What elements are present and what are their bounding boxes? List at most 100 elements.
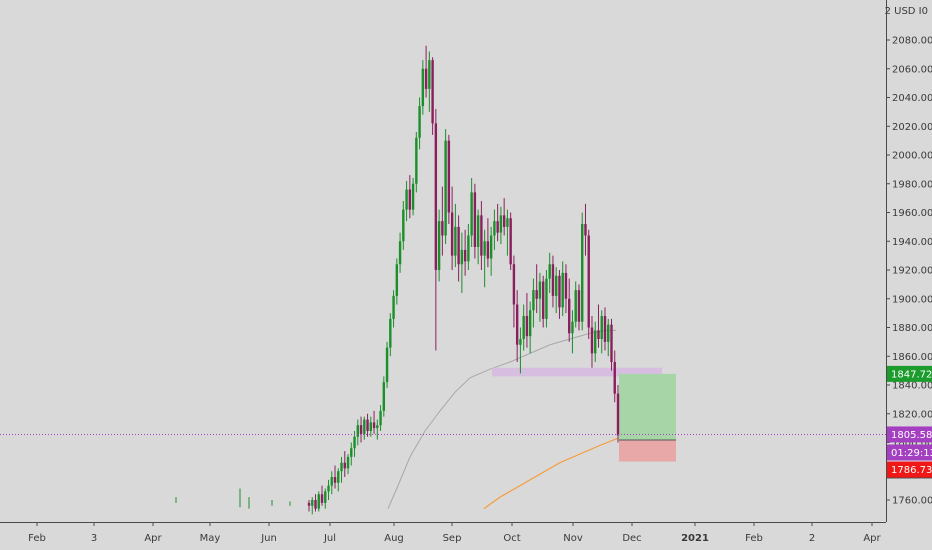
stop-loss-tag-bg	[887, 461, 932, 478]
y-tick-label: 2000.000	[892, 151, 932, 162]
y-tick-label: 2060.000	[892, 64, 932, 75]
candle-body	[460, 249, 464, 265]
x-tick-label: Nov	[563, 533, 583, 544]
candle-body	[512, 264, 516, 305]
candle-body	[502, 215, 506, 227]
candle-body	[555, 275, 558, 296]
candle	[340, 456, 343, 483]
candle-body	[424, 68, 428, 89]
candle-body	[548, 264, 551, 279]
candle	[538, 272, 542, 322]
candle	[317, 491, 320, 512]
support-zone	[492, 367, 662, 377]
candle-body	[411, 183, 415, 210]
candle	[444, 129, 447, 245]
y-tick-label: 1800.000	[892, 438, 932, 449]
price-axis[interactable]: 1760.0001780.0001800.0001820.0001840.000…	[886, 36, 932, 507]
candle-body	[450, 212, 454, 256]
candle-body	[428, 60, 431, 89]
candle-body	[535, 290, 538, 299]
profit-zone[interactable]	[619, 373, 676, 441]
candle	[610, 318, 613, 371]
candle-body	[607, 324, 610, 342]
x-tick-label: 2021	[681, 533, 709, 544]
candle	[470, 178, 473, 247]
candle	[568, 278, 571, 342]
candle	[441, 186, 444, 256]
candle-body	[333, 477, 337, 483]
stop-loss-tag-label: 1786.737	[891, 465, 932, 476]
candle-body	[405, 189, 408, 210]
candlesticks	[175, 45, 620, 515]
candle-body	[509, 218, 512, 265]
candle-body	[372, 422, 376, 429]
y-tick-label: 1860.000	[892, 352, 932, 363]
time-axis[interactable]: Feb 3 Apr May Jun Jul Aug Sep Oct Nov Dec 2021 Feb 2 A…	[28, 522, 882, 544]
candle-body	[463, 249, 467, 262]
candle	[590, 316, 594, 368]
x-tick-label: Sep	[443, 533, 462, 544]
candle-body	[415, 137, 418, 184]
candle	[616, 385, 620, 443]
candle-body	[434, 123, 438, 270]
candle	[356, 419, 359, 446]
candle-body	[340, 462, 343, 472]
candle-body	[499, 215, 503, 233]
countdown-tag-bg	[887, 444, 932, 461]
x-tick-label: 2	[809, 533, 815, 544]
candle	[584, 203, 587, 256]
candle	[603, 307, 607, 351]
candle-body	[568, 298, 571, 334]
candle-body	[385, 347, 389, 383]
stop-loss-tag: 1786.737	[887, 461, 932, 478]
candle	[535, 264, 538, 314]
candle	[532, 278, 535, 328]
slow-moving-average	[387, 329, 616, 509]
candle	[311, 497, 314, 515]
candle	[545, 270, 548, 328]
candle	[431, 57, 434, 135]
candle-body	[467, 235, 470, 262]
candle-body	[392, 295, 395, 319]
candle	[457, 215, 460, 282]
long-position-tool[interactable]	[619, 373, 676, 462]
candle	[369, 416, 372, 437]
candle	[476, 209, 480, 265]
candle-body	[337, 471, 340, 483]
candle-body	[389, 318, 392, 348]
candle	[463, 229, 467, 276]
candle-body	[564, 272, 568, 299]
loss-zone[interactable]	[619, 440, 676, 462]
candle	[333, 465, 337, 489]
candle	[359, 416, 363, 443]
candle	[389, 313, 392, 357]
candle-body	[528, 310, 532, 337]
take-profit-tag: 1847.726	[887, 365, 932, 382]
candle-body	[545, 278, 548, 319]
plot-background	[0, 0, 886, 522]
candle-body	[577, 290, 581, 322]
candle	[382, 376, 386, 417]
candle-body	[359, 425, 363, 434]
axis-corner-label[interactable]: 2 USD I0	[885, 6, 928, 17]
candle-body	[454, 226, 457, 256]
candle	[330, 471, 333, 495]
candle	[555, 267, 558, 314]
candle-body	[376, 425, 379, 429]
candle-body	[356, 425, 359, 437]
candle-body	[506, 218, 509, 227]
support-zone-rect[interactable]	[492, 367, 662, 377]
candle-body	[314, 500, 317, 509]
candle-body	[571, 321, 574, 334]
candle-body	[551, 264, 555, 296]
candle	[447, 134, 451, 224]
y-tick-label: 1920.000	[892, 266, 932, 277]
candle-body	[515, 304, 519, 345]
candle	[454, 203, 457, 268]
candle	[385, 341, 389, 388]
candle	[395, 258, 399, 305]
candle-body	[437, 221, 441, 270]
y-tick-label: 2080.000	[892, 36, 932, 47]
y-tick-label: 1840.000	[892, 381, 932, 392]
